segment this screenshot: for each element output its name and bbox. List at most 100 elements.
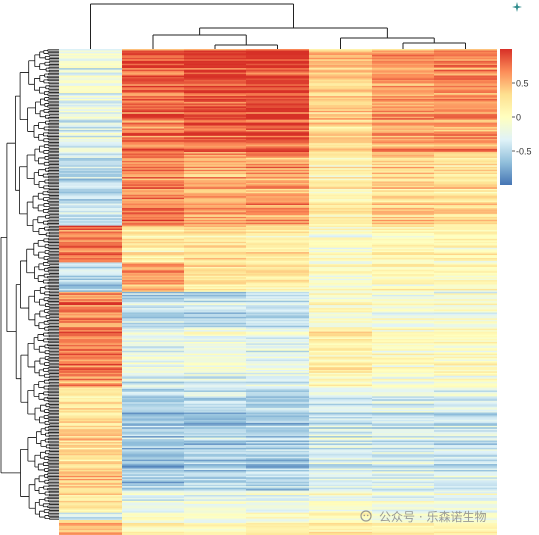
- heatmap-cell: [246, 190, 309, 193]
- heatmap-cell: [434, 515, 497, 518]
- heatmap-cell: [434, 389, 497, 391]
- heatmap-cell: [184, 359, 246, 362]
- heatmap-cell: [122, 285, 184, 288]
- heatmap-cell: [246, 303, 309, 306]
- heatmap-cell: [372, 380, 434, 383]
- heatmap-cell: [59, 355, 122, 358]
- heatmap-cell: [434, 63, 497, 66]
- heatmap-cell: [59, 85, 122, 88]
- heatmap-cell: [372, 288, 434, 291]
- heatmap-cell: [184, 406, 246, 409]
- heatmap-cell: [184, 62, 246, 65]
- heatmap-cell: [246, 375, 309, 378]
- heatmap-cell: [246, 162, 309, 165]
- heatmap-cell: [309, 53, 372, 56]
- heatmap-cell: [122, 361, 184, 363]
- heatmap-cell: [372, 68, 434, 70]
- heatmap-cell: [122, 288, 184, 291]
- heatmap-cell: [309, 205, 372, 207]
- heatmap-cell: [309, 505, 372, 508]
- heatmap-cell: [59, 138, 122, 141]
- heatmap-cell: [372, 443, 434, 446]
- heatmap-cell: [184, 428, 246, 431]
- heatmap-cell: [122, 224, 184, 227]
- heatmap-cell: [122, 244, 184, 247]
- heatmap-cell: [184, 441, 246, 444]
- heatmap-cell: [122, 494, 184, 497]
- heatmap-cell: [184, 375, 246, 378]
- heatmap-cell: [372, 361, 434, 363]
- heatmap-cell: [184, 400, 246, 403]
- heatmap-cell: [122, 431, 184, 434]
- heatmap-cell: [59, 308, 122, 310]
- heatmap-cell: [184, 346, 246, 349]
- heatmap-cell: [184, 121, 246, 123]
- heatmap-cell: [372, 487, 434, 490]
- heatmap-cell: [372, 178, 434, 181]
- heatmap-cell: [59, 327, 122, 330]
- heatmap-cell: [246, 131, 309, 134]
- heatmap-cell: [309, 416, 372, 419]
- heatmap-cell: [246, 447, 309, 450]
- heatmap-cell: [122, 122, 184, 125]
- heatmap-cell: [122, 249, 184, 252]
- heatmap-cell: [309, 322, 372, 325]
- heatmap-cell: [59, 497, 122, 500]
- heatmap-cell: [309, 338, 372, 341]
- heatmap-cell: [434, 159, 497, 162]
- heatmap-cell: [434, 218, 497, 221]
- heatmap-cell: [184, 319, 246, 322]
- heatmap-cell: [309, 406, 372, 409]
- heatmap-cell: [184, 414, 246, 416]
- heatmap-cell: [246, 355, 309, 358]
- heatmap-cell: [122, 81, 184, 84]
- heatmap-cell: [372, 503, 434, 506]
- heatmap-cell: [372, 502, 434, 505]
- heatmap-cell: [372, 517, 434, 519]
- heatmap-cell: [434, 260, 497, 263]
- heatmap-cell: [122, 372, 184, 375]
- heatmap-cell: [372, 97, 434, 100]
- heatmap-cell: [372, 533, 434, 535]
- heatmap-cell: [434, 434, 497, 437]
- heatmap-cell: [372, 121, 434, 123]
- heatmap-cell: [246, 156, 309, 159]
- heatmap-cell: [309, 116, 372, 119]
- heatmap-cell: [246, 425, 309, 428]
- heatmap-cell: [59, 146, 122, 149]
- heatmap-cell: [122, 358, 184, 360]
- heatmap-cell: [309, 107, 372, 110]
- heatmap-cell: [309, 50, 372, 53]
- heatmap-cell: [434, 527, 497, 530]
- heatmap-cell: [434, 225, 497, 228]
- heatmap-cell: [122, 96, 184, 98]
- heatmap-cell: [246, 93, 309, 96]
- heatmap-cell: [59, 427, 122, 430]
- heatmap-cell: [434, 163, 497, 166]
- heatmap-cell: [184, 63, 246, 66]
- heatmap-cell: [434, 492, 497, 494]
- heatmap-cell: [122, 159, 184, 162]
- heatmap-cell: [246, 150, 309, 153]
- heatmap-cell: [434, 489, 497, 491]
- heatmap-cell: [122, 419, 184, 422]
- heatmap-cell: [246, 421, 309, 424]
- heatmap-cell: [246, 87, 309, 90]
- heatmap-cell: [309, 440, 372, 443]
- heatmap-cell: [309, 258, 372, 260]
- heatmap-cell: [434, 174, 497, 176]
- heatmap-cell: [184, 255, 246, 257]
- heatmap-cell: [372, 137, 434, 140]
- heatmap-cell: [122, 209, 184, 212]
- heatmap-cell: [309, 444, 372, 447]
- heatmap-cell: [184, 297, 246, 300]
- heatmap-cell: [184, 425, 246, 428]
- heatmap-cell: [246, 380, 309, 383]
- heatmap-cell: [246, 216, 309, 219]
- heatmap-cell: [434, 268, 497, 271]
- heatmap-cell: [309, 159, 372, 162]
- heatmap-cell: [184, 202, 246, 204]
- heatmap-cell: [434, 427, 497, 430]
- heatmap-cell: [434, 263, 497, 266]
- heatmap-cell: [372, 263, 434, 266]
